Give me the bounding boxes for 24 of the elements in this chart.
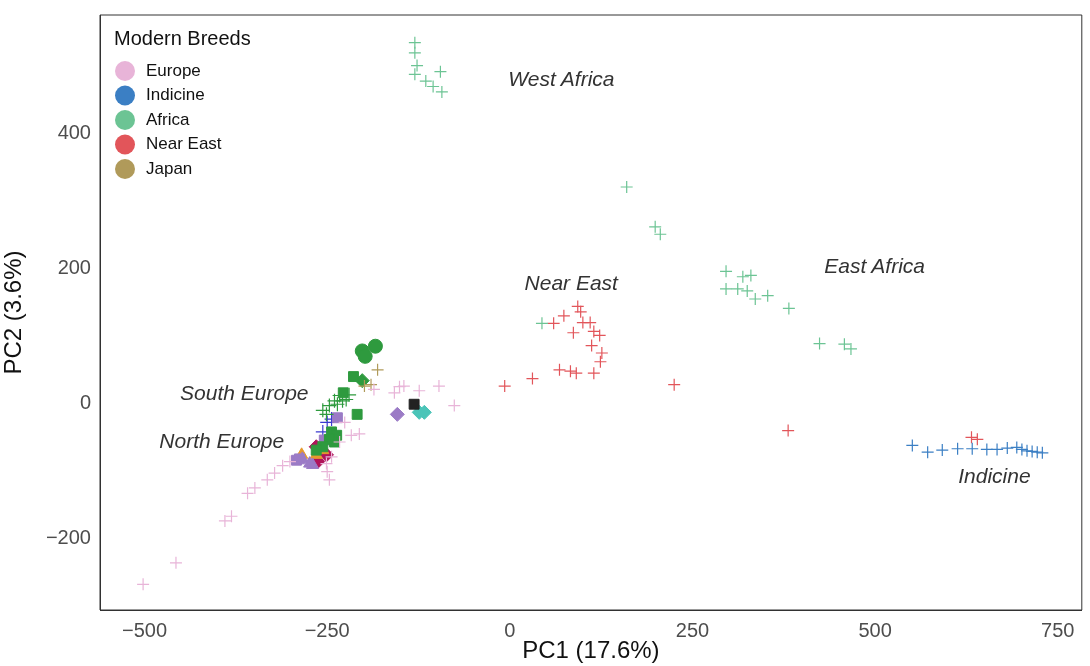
- legend-label: Europe: [146, 60, 201, 80]
- legend-label: Africa: [146, 109, 190, 129]
- annotation: West Africa: [508, 67, 615, 91]
- y-tick-label: 200: [57, 256, 91, 279]
- x-tick-label: 250: [675, 618, 710, 641]
- annotation: North Europe: [159, 429, 285, 453]
- y-axis-title: PC2 (3.6%): [0, 250, 27, 375]
- x-axis-title: PC1 (17.6%): [522, 636, 660, 664]
- annotation: South Europe: [180, 381, 309, 405]
- x-tick-label: 0: [504, 618, 516, 641]
- x-tick-label: −500: [122, 618, 168, 641]
- legend-label: Near East: [146, 134, 222, 154]
- x-tick-label: −250: [304, 618, 350, 641]
- y-tick-label: 400: [57, 121, 91, 144]
- y-tick-label: −200: [45, 526, 91, 549]
- x-tick-label: 500: [858, 618, 892, 641]
- annotation: Near East: [524, 270, 620, 294]
- legend-label: Japan: [146, 158, 193, 178]
- legend-label: Indicine: [146, 85, 205, 105]
- x-tick-label: 750: [1041, 618, 1075, 641]
- legend-title: Modern Breeds: [114, 26, 251, 49]
- y-tick-label: 0: [79, 391, 91, 414]
- annotation: East Africa: [824, 254, 926, 278]
- annotation: Indicine: [958, 464, 1031, 488]
